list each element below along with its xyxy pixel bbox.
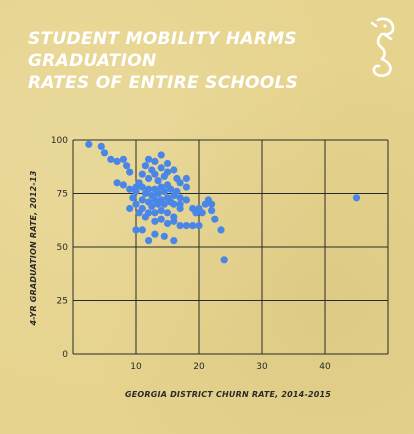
x-tick-label: 20 [193, 362, 205, 372]
data-point [97, 142, 105, 150]
data-point [119, 155, 127, 163]
data-point [145, 209, 153, 217]
data-point [160, 200, 168, 208]
data-point [157, 164, 165, 172]
data-point [352, 194, 361, 202]
data-point [198, 209, 206, 217]
data-point [208, 200, 216, 208]
data-point [148, 202, 156, 210]
data-point [129, 194, 137, 202]
data-point [145, 237, 153, 245]
data-point [141, 162, 149, 170]
data-point [113, 157, 121, 165]
x-tick-label: 10 [130, 362, 142, 372]
data-point [182, 174, 190, 183]
data-point [182, 222, 190, 230]
data-point [163, 159, 172, 168]
x-tick-label: 30 [256, 362, 268, 372]
data-point [151, 217, 159, 225]
data-point [138, 183, 146, 191]
data-point [126, 204, 134, 213]
chart-title-line-1: STUDENT MOBILITY HARMS GRADUATION [28, 29, 297, 71]
chart-title: STUDENT MOBILITY HARMS GRADUATION RATES … [28, 28, 358, 94]
data-point [182, 183, 190, 191]
data-point [138, 196, 146, 204]
y-tick-label: 0 [62, 350, 68, 360]
data-point [100, 149, 109, 157]
data-point [163, 219, 172, 228]
data-point [113, 179, 121, 187]
data-point [145, 174, 153, 183]
axis-tick-labels: 0 25 50 75 100 10 20 30 40 [51, 136, 331, 372]
data-point [145, 155, 153, 163]
data-point [170, 166, 178, 174]
data-point [189, 222, 197, 230]
data-point [163, 209, 172, 217]
data-point [154, 177, 162, 185]
x-axis-title: GEORGIA DISTRICT CHURN RATE, 2014-2015 [125, 390, 331, 399]
data-point [151, 209, 159, 217]
data-point [182, 196, 190, 204]
data-point [157, 151, 165, 159]
data-point [132, 187, 140, 195]
data-point [195, 222, 203, 230]
data-point [132, 200, 140, 208]
data-point [138, 226, 146, 234]
data-point [126, 185, 134, 193]
data-point [145, 185, 153, 193]
data-point [151, 230, 159, 238]
y-tick-label: 50 [57, 243, 69, 253]
data-point [176, 204, 184, 213]
data-point [176, 222, 184, 230]
y-tick-label: 75 [57, 190, 68, 200]
chart-title-line-2: RATES OF ENTIRE SCHOOLS [28, 73, 299, 93]
data-point [173, 187, 181, 195]
data-point [211, 215, 219, 223]
y-tick-label: 100 [51, 136, 68, 146]
seahorse-icon [370, 17, 395, 77]
data-point [138, 204, 146, 213]
x-tick-label: 40 [319, 362, 331, 372]
data-point [107, 155, 115, 163]
data-point [176, 179, 184, 187]
data-point [170, 200, 178, 208]
data-point [167, 185, 175, 193]
data-point [220, 256, 228, 264]
data-point [176, 194, 184, 202]
data-point [126, 168, 134, 176]
data-point [132, 226, 140, 234]
data-point [208, 207, 216, 215]
data-point [138, 170, 146, 178]
data-point [160, 232, 168, 240]
data-point [157, 215, 165, 223]
data-point [157, 207, 165, 215]
data-point [119, 181, 127, 189]
data-point [163, 168, 172, 176]
data-point [170, 217, 178, 225]
y-tick-label: 25 [57, 297, 68, 307]
data-point [151, 157, 159, 165]
data-point [170, 237, 178, 245]
data-point [85, 140, 93, 148]
data-point [160, 187, 168, 195]
y-axis-title: 4-YR GRADUATION RATE, 2012-13 [29, 170, 38, 326]
data-point [123, 162, 131, 170]
data-point [151, 170, 159, 178]
chart-points [85, 140, 361, 264]
data-point [217, 226, 225, 234]
data-point [154, 189, 162, 198]
chart-grid [72, 139, 389, 355]
